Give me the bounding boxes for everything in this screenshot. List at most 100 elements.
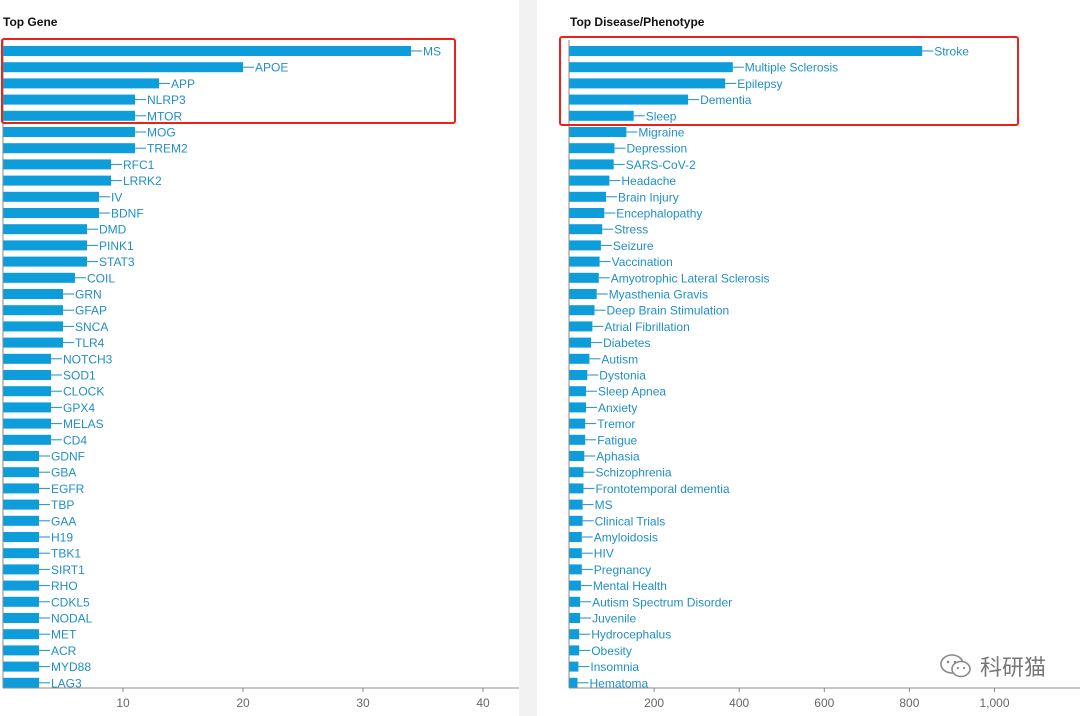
- bar: [569, 661, 579, 672]
- bar-label: COIL: [87, 271, 115, 285]
- bar: [3, 159, 111, 170]
- x-tick-label: 40: [476, 696, 490, 710]
- bar: [3, 580, 39, 591]
- bar-label: Clinical Trials: [595, 514, 666, 528]
- bar-label: Vaccination: [612, 255, 673, 269]
- bar-label: Headache: [621, 174, 676, 188]
- bar: [3, 661, 39, 672]
- bar: [3, 289, 63, 299]
- bar: [569, 596, 581, 607]
- bar: [3, 127, 135, 137]
- bar-label: Myasthenia Gravis: [609, 288, 708, 302]
- bar-label: ACR: [51, 644, 77, 658]
- bar-label: Autism: [601, 352, 638, 366]
- bar-label: Stress: [614, 223, 648, 237]
- bar-label: MTOR: [147, 109, 182, 123]
- bar: [3, 499, 39, 510]
- bar-label: Stroke: [934, 45, 969, 59]
- bar: [3, 548, 39, 559]
- bar: [569, 353, 590, 364]
- bar-label: GFAP: [75, 304, 107, 318]
- bar: [569, 224, 603, 235]
- bar: [3, 191, 99, 202]
- chart-title: Top Disease/Phenotype: [570, 15, 705, 29]
- bar-label: TBK1: [51, 547, 81, 561]
- bar-label: Sleep: [646, 109, 677, 123]
- bar-label: Juvenile: [592, 612, 636, 626]
- bar-label: Hematoma: [590, 676, 649, 690]
- bar-label: RFC1: [123, 158, 155, 172]
- bar-label: Diabetes: [603, 336, 650, 350]
- bar: [3, 321, 63, 332]
- bar: [569, 46, 923, 56]
- bar: [569, 127, 627, 137]
- bar: [569, 256, 600, 267]
- bar: [3, 418, 51, 429]
- bar-label: Hydrocephalus: [591, 628, 671, 642]
- bar: [569, 94, 689, 105]
- bar: [569, 175, 610, 186]
- bar-label: Amyloidosis: [594, 531, 658, 545]
- x-tick-label: 400: [729, 696, 749, 710]
- bar: [3, 143, 135, 154]
- bar-label: STAT3: [99, 255, 135, 269]
- bar-label: GBA: [51, 466, 76, 480]
- bar: [3, 370, 51, 380]
- bar-label: MOG: [147, 126, 176, 140]
- bar: [3, 564, 39, 575]
- bar: [3, 62, 243, 73]
- bar: [3, 240, 87, 251]
- x-tick-label: 1,000: [979, 696, 1009, 710]
- bar: [569, 483, 584, 494]
- x-tick-label: 200: [644, 696, 664, 710]
- bar-label: GAA: [51, 514, 76, 528]
- bar: [3, 515, 39, 526]
- bar: [569, 289, 597, 299]
- bar: [569, 645, 580, 656]
- bar: [569, 159, 614, 170]
- bar-label: MS: [423, 45, 441, 59]
- bar: [569, 272, 599, 283]
- bar-label: NLRP3: [147, 93, 186, 107]
- bar-label: Amyotrophic Lateral Sclerosis: [611, 271, 770, 285]
- bar: [3, 677, 39, 688]
- bar: [3, 613, 39, 623]
- bar: [3, 467, 39, 478]
- bar-label: MS: [595, 498, 613, 512]
- bar: [3, 305, 63, 316]
- bar: [569, 613, 581, 623]
- bar-label: EGFR: [51, 482, 85, 496]
- x-tick-label: 600: [814, 696, 834, 710]
- bar-label: Encephalopathy: [616, 207, 702, 221]
- bar: [569, 515, 583, 526]
- bar-label: CLOCK: [63, 385, 104, 399]
- bar-label: H19: [51, 531, 73, 545]
- bar: [3, 256, 87, 267]
- bar-label: LAG3: [51, 676, 82, 690]
- bar: [569, 467, 584, 478]
- bar: [3, 224, 87, 235]
- bar-label: HIV: [594, 547, 614, 561]
- top-disease-chart: Stroke Multiple Sclerosis Epilepsy Dementia…: [568, 40, 1080, 710]
- bar-label: Tremor: [597, 417, 635, 431]
- bar: [3, 353, 51, 364]
- bar-label: Migraine: [638, 126, 684, 140]
- bar: [3, 110, 135, 121]
- bar-label: Insomnia: [590, 660, 639, 674]
- bar-label: Autism Spectrum Disorder: [592, 595, 732, 609]
- bar: [3, 402, 51, 413]
- bar-label: Pregnancy: [594, 563, 651, 577]
- bar-label: Schizophrenia: [596, 466, 672, 480]
- wechat-icon: [940, 654, 971, 678]
- bar-label: TREM2: [147, 142, 188, 156]
- bar-label: SIRT1: [51, 563, 85, 577]
- bar: [569, 580, 581, 591]
- bar-label: GRN: [75, 288, 102, 302]
- bar-label: CDKL5: [51, 595, 90, 609]
- bar: [569, 321, 593, 332]
- bar-label: IV: [111, 190, 122, 204]
- bar-label: LRRK2: [123, 174, 162, 188]
- bar: [3, 46, 411, 56]
- bar-label: SARS-CoV-2: [626, 158, 696, 172]
- bar-label: CD4: [63, 433, 87, 447]
